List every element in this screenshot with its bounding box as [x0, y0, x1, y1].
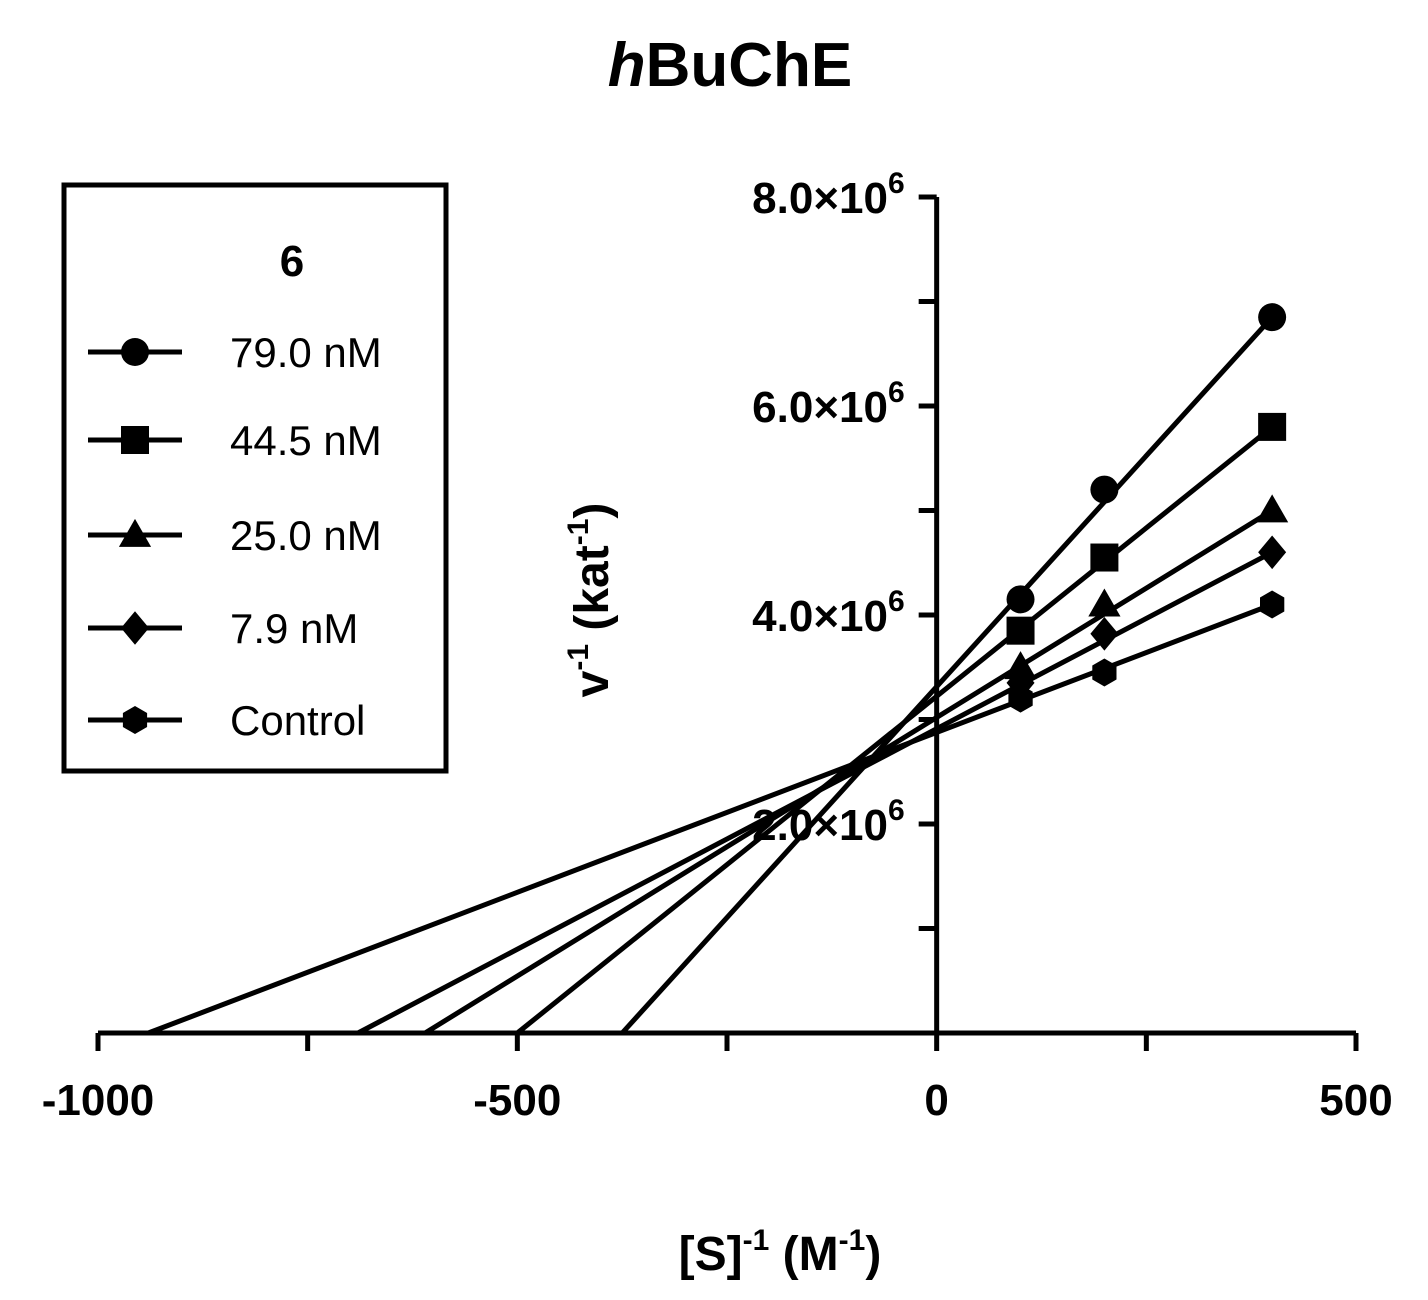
data-point [1006, 585, 1035, 614]
y-label-sup2: -1 [562, 519, 595, 546]
x-tick-label: 500 [1319, 1076, 1392, 1125]
legend-label: 25.0 nM [230, 512, 382, 559]
series-line [147, 602, 1274, 1036]
legend-label: Control [230, 697, 365, 744]
x-label-end: ) [865, 1228, 881, 1281]
x-label-sup1: -1 [743, 1224, 770, 1257]
series-line [620, 315, 1274, 1035]
data-point [1092, 658, 1117, 687]
x-label-sup2: -1 [839, 1224, 866, 1257]
x-axis-label: [S]-1 (M-1) [679, 1224, 882, 1281]
y-label-mid: (kat [566, 545, 619, 644]
y-axis-label: v-1 (kat-1) [562, 503, 619, 698]
data-point [1258, 412, 1287, 441]
legend: 6 79.0 nM 44.5 nM 25.0 nM 7.9 nM Control [61, 182, 449, 774]
legend-marker [118, 518, 152, 547]
series-line [515, 424, 1274, 1035]
data-point [1090, 475, 1119, 504]
x-tick-label: -500 [473, 1076, 561, 1125]
y-label-base: v [566, 670, 619, 697]
series-line [423, 508, 1274, 1036]
plot-area: -1000 -500 0 5002.0×1064.0×1066.0×1068.0×10… [42, 167, 1393, 1125]
legend-title: 6 [280, 237, 304, 286]
data-point [1258, 535, 1287, 570]
legend-items: 79.0 nM 44.5 nM 25.0 nM 7.9 nM Control [88, 329, 382, 744]
x-label-base: [S] [679, 1228, 743, 1281]
chart-title-rest: BuChE [646, 31, 853, 100]
legend-marker [121, 338, 149, 366]
data-point [1090, 543, 1119, 572]
y-tick-label: 8.0×106 [752, 167, 905, 223]
legend-label: 79.0 nM [230, 329, 382, 376]
chart-title-italic: h [608, 31, 646, 100]
y-label-sup1: -1 [562, 644, 595, 671]
x-label-mid: (M [769, 1228, 838, 1281]
x-tick-label: 0 [924, 1076, 948, 1125]
legend-marker [122, 706, 148, 734]
legend-label: 44.5 nM [230, 417, 382, 464]
x-tick-label: -1000 [42, 1076, 155, 1125]
chart-title: hBuChE [608, 31, 853, 100]
data-point [1008, 684, 1033, 713]
series-line [356, 550, 1274, 1036]
data-point [1256, 494, 1289, 523]
data-point [1090, 617, 1119, 651]
legend-box [61, 182, 449, 774]
data-point [1006, 616, 1035, 645]
data-point [1260, 590, 1285, 619]
y-tick-label: 4.0×106 [752, 585, 905, 641]
data-point [1004, 651, 1037, 680]
y-tick-label: 6.0×106 [752, 376, 905, 432]
legend-marker [121, 611, 149, 645]
data-point [1258, 303, 1287, 332]
legend-label: 7.9 nM [230, 605, 358, 652]
data-point [1088, 588, 1121, 617]
y-label-end: ) [566, 503, 619, 519]
legend-marker [121, 426, 149, 454]
